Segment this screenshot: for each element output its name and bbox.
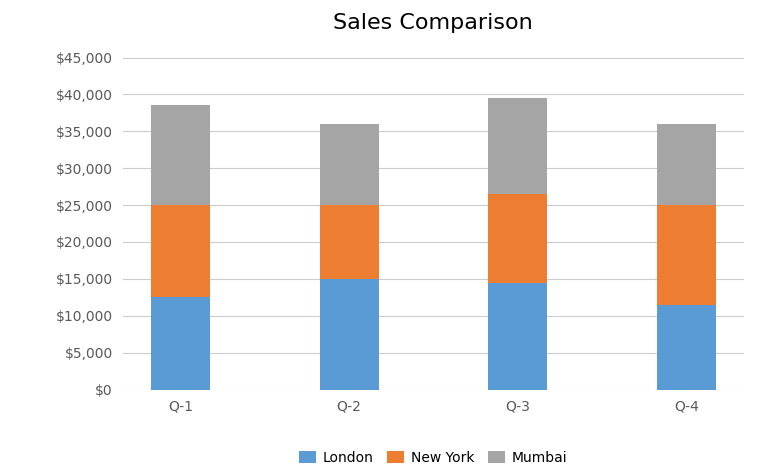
Bar bbox=[151, 105, 210, 205]
Bar bbox=[151, 205, 210, 297]
Bar bbox=[320, 205, 379, 279]
Bar bbox=[151, 297, 210, 390]
Bar bbox=[320, 279, 379, 390]
Bar bbox=[488, 283, 547, 390]
Legend: London, New York, Mumbai: London, New York, Mumbai bbox=[294, 445, 573, 470]
Bar bbox=[320, 124, 379, 205]
Bar bbox=[657, 205, 716, 304]
Title: Sales Comparison: Sales Comparison bbox=[334, 13, 533, 33]
Bar bbox=[657, 124, 716, 205]
Bar bbox=[488, 98, 547, 194]
Bar bbox=[657, 304, 716, 390]
Bar bbox=[488, 194, 547, 283]
